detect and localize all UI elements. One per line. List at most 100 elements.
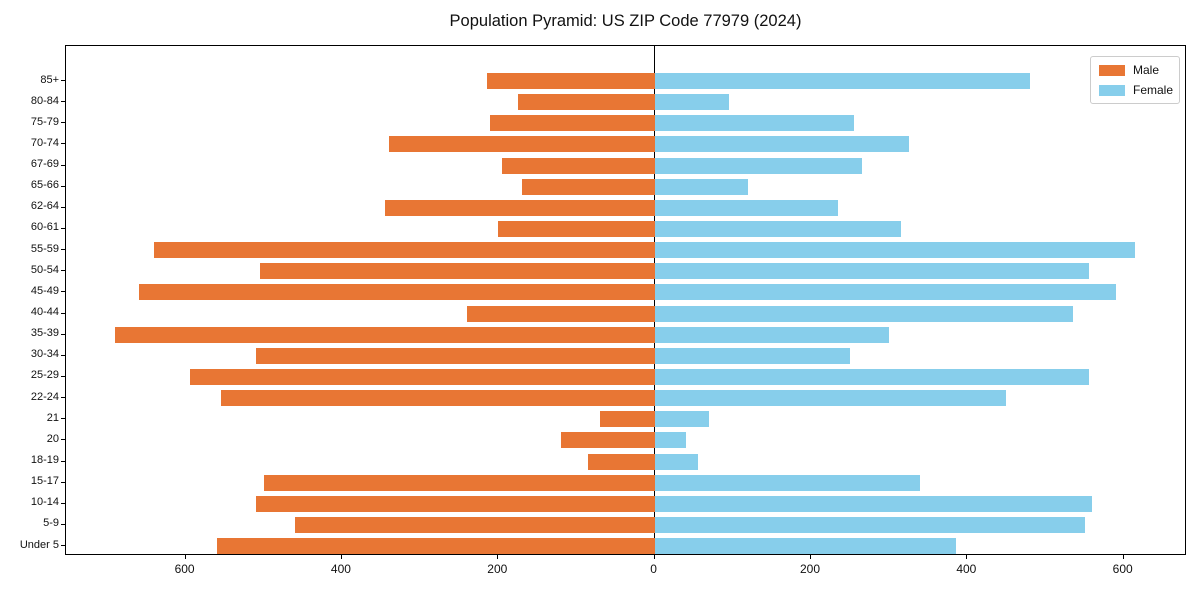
legend-entry-male: Male [1099, 63, 1179, 77]
bar-male-75-79 [490, 115, 655, 132]
bar-female-62-64 [654, 199, 839, 216]
y-tick-label: 30-34 [30, 348, 59, 361]
y-tick-label: 5-9 [43, 517, 59, 530]
y-tick-mark [61, 375, 65, 377]
x-tick-label: 0 [650, 562, 657, 576]
bar-female-67-69 [654, 157, 862, 174]
y-tick-mark [61, 227, 65, 229]
y-tick-mark [61, 291, 65, 293]
x-tick-mark [966, 555, 968, 559]
x-tick-mark [1122, 555, 1124, 559]
bar-male-25-29 [189, 368, 655, 385]
y-tick-mark [61, 164, 65, 166]
y-tick-mark [61, 249, 65, 251]
bar-female-55-59 [654, 242, 1136, 259]
bar-female-35-39 [654, 326, 890, 343]
y-tick-label: 45-49 [30, 284, 59, 297]
bar-female-60-61 [654, 220, 901, 237]
y-tick-label: 15-17 [30, 475, 59, 488]
legend-label-male: Male [1133, 63, 1160, 77]
legend-label-female: Female [1133, 83, 1174, 97]
x-tick-label: 600 [174, 562, 195, 576]
bar-male-40-44 [467, 305, 655, 322]
y-tick-mark [61, 397, 65, 399]
y-tick-mark [61, 80, 65, 81]
y-tick-mark [61, 143, 65, 145]
x-tick-mark [653, 555, 655, 559]
y-tick-label: 55-59 [30, 242, 59, 255]
y-tick-label: 62-64 [30, 200, 59, 213]
y-tick-label: 20 [46, 432, 59, 445]
bar-male-10-14 [255, 495, 655, 512]
x-tick-mark [809, 555, 811, 559]
male-swatch-icon [1099, 64, 1125, 76]
y-tick-mark [61, 122, 65, 124]
bar-male-80-84 [517, 94, 655, 111]
bar-male-70-74 [388, 136, 655, 153]
x-tick-mark [184, 555, 186, 559]
y-tick-label: 21 [46, 411, 59, 424]
y-tick-label: 40-44 [30, 306, 59, 319]
bar-female-10-14 [654, 495, 1093, 512]
bar-female-18-19 [654, 453, 698, 470]
y-tick-mark [61, 333, 65, 335]
y-tick-mark [61, 185, 65, 187]
y-tick-label: 65-66 [30, 179, 59, 192]
bar-male-65-66 [521, 178, 655, 195]
bar-female-40-44 [654, 305, 1073, 322]
bar-male-22-24 [220, 390, 655, 407]
y-tick-label: 50-54 [30, 263, 59, 276]
y-tick-label: 25-29 [30, 369, 59, 382]
plot-area [65, 45, 1186, 555]
x-tick-label: 600 [1112, 562, 1133, 576]
chart-title: Population Pyramid: US ZIP Code 77979 (2… [449, 12, 802, 30]
y-tick-mark [61, 312, 65, 314]
x-tick-label: 200 [799, 562, 820, 576]
x-tick-mark [497, 555, 499, 559]
bar-male-60-61 [498, 220, 655, 237]
x-tick-mark [340, 555, 342, 559]
bar-female-85+ [654, 73, 1030, 89]
bar-female-15-17 [654, 474, 921, 491]
y-tick-label: 80-84 [30, 94, 59, 107]
x-tick-label: 400 [330, 562, 351, 576]
y-tick-label: 70-74 [30, 136, 59, 149]
y-tick-mark [61, 354, 65, 356]
bar-female-75-79 [654, 115, 854, 132]
y-tick-mark [61, 101, 65, 103]
bar-female-70-74 [654, 136, 909, 153]
y-tick-label: 10-14 [30, 496, 59, 509]
bar-male-35-39 [115, 326, 655, 343]
bar-female-45-49 [654, 284, 1116, 301]
bar-female-21 [654, 411, 710, 428]
y-tick-mark [61, 206, 65, 208]
bar-male-62-64 [384, 199, 655, 216]
bar-female-80-84 [654, 94, 729, 111]
bar-male-30-34 [255, 347, 655, 364]
y-tick-mark [61, 502, 65, 504]
y-tick-mark [61, 439, 65, 441]
y-tick-label: 35-39 [30, 327, 59, 340]
y-tick-label: 75-79 [30, 115, 59, 128]
bar-female-22-24 [654, 390, 1007, 407]
legend-entry-female: Female [1099, 83, 1179, 97]
bar-male-Under 5 [216, 538, 655, 555]
bar-male-45-49 [138, 284, 655, 301]
bar-male-50-54 [259, 263, 655, 280]
bar-male-5-9 [295, 516, 655, 533]
bar-male-20 [560, 432, 655, 449]
y-tick-label: 18-19 [30, 454, 59, 467]
bar-male-55-59 [154, 242, 655, 259]
y-tick-label: Under 5 [19, 538, 59, 551]
bar-female-Under 5 [654, 538, 956, 555]
bar-female-5-9 [654, 516, 1085, 533]
bar-male-21 [599, 411, 655, 428]
y-tick-mark [61, 481, 65, 483]
bar-female-20 [654, 432, 686, 449]
y-tick-mark [61, 460, 65, 462]
female-swatch-icon [1099, 84, 1125, 96]
x-tick-label: 400 [956, 562, 977, 576]
bar-female-50-54 [654, 263, 1089, 280]
x-tick-label: 200 [487, 562, 508, 576]
